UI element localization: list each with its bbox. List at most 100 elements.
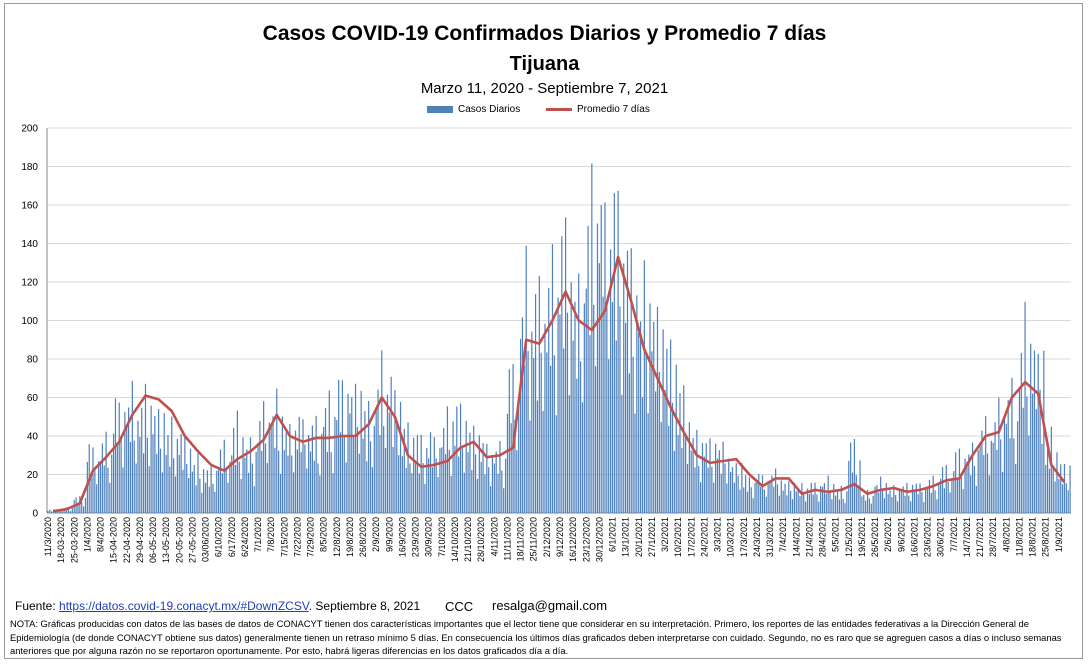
- bar: [861, 496, 863, 513]
- bar: [401, 456, 404, 513]
- bar: [527, 351, 529, 513]
- bar: [71, 508, 73, 513]
- legend-line-swatch: [546, 108, 572, 111]
- bar: [579, 361, 582, 513]
- bar: [634, 413, 636, 513]
- bar: [885, 483, 887, 513]
- bar: [705, 443, 707, 513]
- bar: [171, 416, 173, 513]
- y-tick-label: 120: [21, 278, 38, 289]
- y-tick-label: 180: [21, 162, 38, 173]
- bar: [143, 453, 145, 513]
- bar: [782, 490, 784, 513]
- bar: [1030, 343, 1032, 513]
- bar: [878, 492, 880, 513]
- bar: [114, 398, 117, 513]
- bar: [683, 385, 685, 513]
- bar: [161, 472, 163, 513]
- bar: [476, 478, 479, 513]
- bar: [101, 443, 103, 513]
- author-initials: CCC: [445, 599, 474, 614]
- y-tick-label: 20: [27, 470, 39, 481]
- bar: [760, 486, 762, 513]
- bar: [315, 415, 317, 513]
- bar: [390, 376, 392, 513]
- bar: [126, 427, 128, 513]
- bar: [148, 466, 150, 513]
- bar: [146, 437, 148, 513]
- bar: [546, 352, 548, 513]
- bar: [345, 462, 347, 513]
- source-link[interactable]: https://datos.covid-19.conacyt.mx/#DownZ…: [59, 599, 309, 613]
- bar: [210, 466, 212, 513]
- bar: [561, 236, 563, 514]
- bar: [107, 467, 109, 513]
- x-tick-label: 25/8/2021: [1041, 517, 1051, 557]
- bar: [784, 483, 786, 513]
- legend-bars-label: Casos Diarios: [458, 104, 521, 115]
- x-tick-label: 20-05-2020: [174, 517, 184, 563]
- bar: [883, 498, 886, 513]
- bar: [291, 455, 293, 513]
- bar: [152, 434, 154, 513]
- bar: [645, 354, 647, 513]
- bar: [429, 432, 432, 513]
- bar: [353, 435, 355, 513]
- bar: [255, 451, 257, 513]
- bar: [748, 477, 750, 513]
- x-tick-label: 18/8/2021: [1028, 517, 1038, 557]
- bar: [240, 479, 242, 513]
- bar: [364, 411, 366, 513]
- x-tick-label: 7/7/2021: [949, 517, 959, 552]
- bar: [180, 434, 182, 513]
- bar: [623, 263, 625, 513]
- x-tick-label: 12/8/2020: [332, 517, 342, 557]
- source-prefix: Fuente:: [15, 599, 56, 613]
- x-tick-label: 12/5/2021: [844, 517, 854, 557]
- bar: [1035, 409, 1037, 513]
- bar: [880, 476, 882, 513]
- x-tick-label: 7/4/2021: [778, 517, 788, 552]
- bar: [639, 321, 642, 513]
- x-tick-label: 25-03-2020: [69, 517, 79, 563]
- bar: [231, 455, 233, 513]
- bar: [936, 499, 938, 513]
- bar: [703, 456, 705, 513]
- bar: [696, 429, 698, 513]
- bar: [904, 495, 906, 513]
- bar: [728, 458, 730, 513]
- bar: [321, 433, 323, 513]
- bar: [1016, 421, 1019, 513]
- bar: [508, 369, 510, 513]
- bar: [707, 467, 709, 513]
- bar: [608, 359, 610, 513]
- bar: [801, 483, 803, 513]
- bar: [778, 495, 780, 513]
- bar: [422, 463, 424, 513]
- bar: [863, 494, 865, 513]
- bar: [793, 482, 795, 513]
- bar: [234, 465, 237, 513]
- bar: [116, 445, 118, 513]
- bar: [471, 470, 473, 513]
- bar: [992, 442, 994, 513]
- bar: [947, 481, 949, 513]
- bar: [542, 410, 544, 513]
- bar: [354, 383, 357, 513]
- bar: [238, 461, 240, 513]
- bar: [529, 420, 531, 513]
- bar: [1033, 350, 1036, 513]
- bar: [917, 494, 919, 513]
- x-tick-label: 16/6/2021: [910, 517, 920, 557]
- x-tick-label: 28/7/2021: [988, 517, 998, 557]
- bar: [474, 454, 477, 513]
- bar: [679, 393, 681, 513]
- bar: [615, 340, 617, 513]
- bar: [64, 510, 66, 513]
- bar: [156, 453, 158, 513]
- x-tick-label: 6/24/2020: [240, 517, 250, 557]
- bar: [998, 397, 1000, 513]
- bar: [523, 365, 525, 513]
- bar: [737, 475, 739, 513]
- bar: [538, 275, 540, 513]
